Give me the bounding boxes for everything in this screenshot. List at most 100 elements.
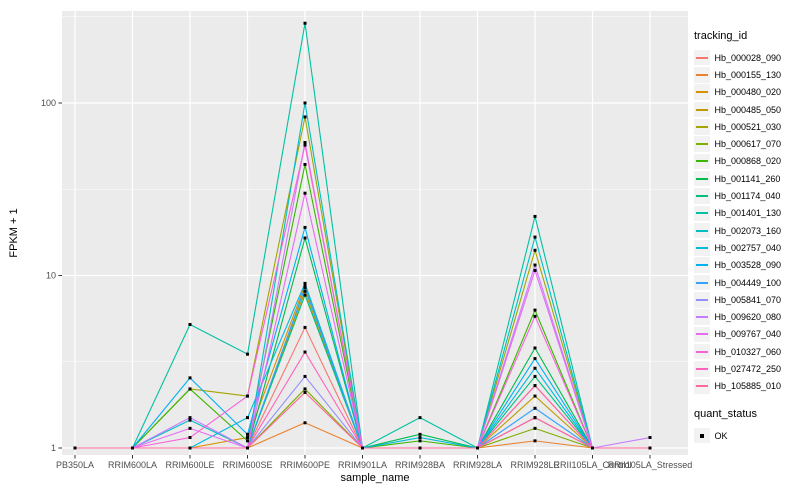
- x-tick-label: RRIM600LE: [165, 460, 214, 470]
- line-swatch-icon: [695, 246, 708, 249]
- legend-item-Hb_001174_040: Hb_001174_040: [694, 187, 800, 204]
- legend-item-label: Hb_002073_160: [714, 225, 782, 236]
- legend-item-Hb_105885_010: Hb_105885_010: [694, 378, 800, 395]
- data-point-Hb_000868_020: [188, 387, 192, 391]
- legend-key: [694, 136, 710, 152]
- legend-key: [694, 205, 710, 222]
- data-point-Hb_027472_250: [533, 384, 537, 388]
- legend-item-label: Hb_000155_130: [714, 69, 782, 80]
- legend-key: [694, 343, 710, 360]
- legend-item-Hb_005841_070: Hb_005841_070: [694, 291, 800, 308]
- x-axis-title: sample_name: [340, 472, 410, 484]
- data-point-Hb_003528_090: [246, 432, 249, 436]
- data-point-Hb_000868_020: [303, 163, 307, 167]
- data-point-Hb_002073_160: [533, 235, 537, 239]
- legend-key: [694, 361, 710, 377]
- x-tick-label: RRIM600LA: [108, 460, 157, 470]
- data-point-Hb_004449_100: [533, 406, 537, 410]
- data-point-Hb_000868_020: [418, 439, 422, 443]
- data-point-Hb_000868_020: [246, 439, 249, 443]
- legend-item-Hb_003528_090: Hb_003528_090: [694, 257, 800, 274]
- data-point-Hb_001401_130: [418, 416, 422, 420]
- x-tick-label: RRIM928BA: [395, 460, 445, 470]
- line-swatch-icon: [695, 281, 708, 284]
- legend-key: [694, 84, 710, 100]
- data-point-Hb_001401_130: [246, 352, 249, 356]
- data-point-Hb_002757_040: [246, 416, 249, 420]
- data-point-Hb_000155_130: [533, 439, 537, 443]
- data-point-Hb_000868_020: [533, 308, 537, 312]
- line-swatch-icon: [695, 160, 708, 163]
- legend-tracking-title: tracking_id: [694, 30, 748, 42]
- data-point-Hb_000480_020: [246, 436, 249, 440]
- data-point-Hb_010327_060: [246, 394, 249, 398]
- data-point-Hb_105885_010: [533, 416, 537, 420]
- legend-item-label: Hb_009620_080: [714, 312, 782, 323]
- data-point-Hb_000480_020: [303, 283, 307, 287]
- legend-key: [694, 326, 710, 343]
- legend-key: [694, 292, 710, 308]
- legend-item-label: Hb_001141_260: [714, 173, 781, 184]
- line-swatch-icon: [695, 350, 708, 353]
- data-point-Hb_009620_080: [188, 416, 192, 420]
- legend-item-Hb_000155_130: Hb_000155_130: [694, 66, 800, 83]
- data-point-Hb_105885_010: [73, 446, 77, 450]
- data-point-Hb_002757_040: [533, 366, 537, 370]
- data-point-Hb_000521_030: [303, 115, 307, 119]
- line-swatch-icon: [695, 298, 708, 301]
- legend-item-label: Hb_009767_040: [714, 329, 782, 340]
- legend-item-Hb_002757_040: Hb_002757_040: [694, 239, 800, 256]
- legend-item-label: Hb_000868_020: [714, 156, 782, 167]
- legend-item-label: Hb_105885_010: [714, 381, 782, 392]
- legend-item-Hb_000028_090: Hb_000028_090: [694, 49, 800, 66]
- line-swatch-icon: [695, 73, 708, 76]
- legend-item-label: Hb_005841_070: [714, 294, 782, 305]
- legend-item-label: Hb_010327_060: [714, 346, 782, 357]
- line-swatch-icon: [695, 385, 708, 388]
- legend-key: [694, 309, 710, 325]
- data-point-Hb_001141_260: [418, 432, 422, 436]
- x-tick-label: RRIM600PE: [280, 460, 330, 470]
- legend-key: [694, 257, 710, 273]
- data-point-Hb_000485_050: [533, 394, 537, 398]
- line-swatch-icon: [695, 264, 708, 267]
- x-tick-label: RRII105LA_Control: [553, 460, 631, 470]
- line-swatch-icon: [695, 229, 708, 232]
- legend-quant-section: quant_status OK: [694, 408, 800, 444]
- data-point-Hb_009767_040: [533, 268, 537, 272]
- line-swatch-icon: [695, 108, 708, 111]
- data-point-Hb_010327_060: [533, 314, 537, 318]
- line-swatch-icon: [695, 91, 708, 94]
- legend-item-Hb_001401_130: Hb_001401_130: [694, 205, 800, 222]
- data-point-Hb_000617_070: [533, 426, 537, 430]
- legend-quant-title: quant_status: [694, 407, 757, 420]
- y-tick-label: 10: [46, 271, 56, 281]
- legend-item-label: Hb_000028_090: [714, 52, 782, 63]
- legend-item-Hb_010327_060: Hb_010327_060: [694, 343, 800, 360]
- data-point-Hb_001141_260: [303, 236, 307, 240]
- data-point-Hb_009767_040: [303, 191, 307, 195]
- legend-key: [694, 67, 710, 83]
- legend-key: [694, 274, 710, 291]
- data-point-Hb_010327_060: [188, 436, 192, 440]
- data-point-Hb_002757_040: [418, 436, 422, 440]
- legend-item-label: Hb_001174_040: [714, 191, 781, 202]
- data-point-Hb_105885_010: [361, 446, 364, 450]
- legend-key: [694, 222, 710, 239]
- data-point-Hb_002073_160: [188, 418, 192, 422]
- legend-item-Hb_000617_070: Hb_000617_070: [694, 135, 800, 152]
- data-point-Hb_009620_080: [533, 263, 537, 267]
- x-tick-label: RRII105LA_Stressed: [608, 460, 693, 470]
- data-point-Hb_105885_010: [246, 446, 249, 450]
- quant-ok-key: [694, 427, 710, 444]
- legend-item-label: Hb_000521_030: [714, 121, 782, 132]
- legend-panel: tracking_id Hb_000028_090 Hb_000155_130 Hb…: [694, 30, 800, 444]
- legend-item-Hb_009620_080: Hb_009620_080: [694, 308, 800, 325]
- line-swatch-icon: [695, 143, 708, 146]
- line-swatch-icon: [695, 195, 708, 198]
- legend-tracking-items: Hb_000028_090 Hb_000155_130 Hb_000480_020 H…: [694, 49, 800, 395]
- data-point-Hb_001401_130: [303, 21, 307, 25]
- legend-item-label: Hb_004449_100: [714, 277, 782, 288]
- data-point-Hb_010327_060: [303, 143, 307, 147]
- legend-item-label: Hb_027472_250: [714, 363, 782, 374]
